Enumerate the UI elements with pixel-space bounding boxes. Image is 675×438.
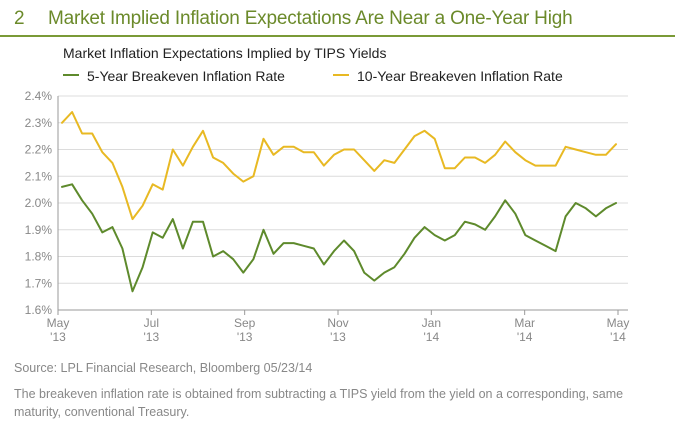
figure-number: 2 — [14, 8, 25, 29]
series-line-10y — [61, 111, 617, 221]
legend-swatch-5y — [63, 74, 79, 77]
x-tick-label-year: '14 — [424, 330, 440, 344]
x-tick-label-year: '14 — [517, 330, 533, 344]
y-tick-label: 2.2% — [25, 143, 53, 157]
x-tick-label-year: '13 — [237, 330, 253, 344]
x-tick-label: Mar — [514, 316, 535, 330]
figure-header: 2 Market Implied Inflation Expectations … — [0, 0, 675, 37]
x-tick-label: Jan — [422, 316, 441, 330]
x-tick-label-year: '13 — [144, 330, 160, 344]
legend-item-10y: 10-Year Breakeven Inflation Rate — [333, 68, 563, 84]
x-tick-label: May — [47, 316, 70, 330]
x-tick-label: May — [607, 316, 630, 330]
footnote: The breakeven inflation rate is obtained… — [14, 387, 624, 419]
y-tick-label: 2.0% — [25, 196, 53, 210]
figure-title: Market Implied Inflation Expectations Ar… — [48, 8, 573, 29]
x-tick-label: Sep — [234, 316, 256, 330]
x-tick-label-year: '14 — [610, 330, 626, 344]
x-tick-label: Jul — [144, 316, 159, 330]
legend-label-10y: 10-Year Breakeven Inflation Rate — [357, 68, 563, 84]
legend-item-5y: 5-Year Breakeven Inflation Rate — [63, 68, 285, 84]
series-line-5y — [61, 183, 617, 293]
y-tick-label: 1.7% — [25, 276, 53, 290]
source-note: Source: LPL Financial Research, Bloomber… — [14, 361, 313, 375]
legend-swatch-10y — [333, 74, 349, 77]
chart-legend: 5-Year Breakeven Inflation Rate 10-Year … — [63, 68, 663, 86]
y-tick-label: 2.1% — [25, 169, 53, 183]
legend-label-5y: 5-Year Breakeven Inflation Rate — [87, 68, 285, 84]
x-tick-label-year: '13 — [50, 330, 66, 344]
y-tick-label: 1.9% — [25, 223, 53, 237]
y-tick-label: 1.8% — [25, 250, 53, 264]
y-tick-label: 1.6% — [25, 303, 53, 317]
line-chart: 1.6%1.7%1.8%1.9%2.0%2.1%2.2%2.3%2.4%May'… — [25, 89, 630, 344]
header-divider — [0, 35, 675, 37]
x-tick-label: Nov — [327, 316, 348, 330]
x-tick-label-year: '13 — [330, 330, 346, 344]
y-tick-label: 2.4% — [25, 89, 53, 103]
y-tick-label: 2.3% — [25, 116, 53, 130]
chart-title: Market Inflation Expectations Implied by… — [63, 45, 387, 61]
